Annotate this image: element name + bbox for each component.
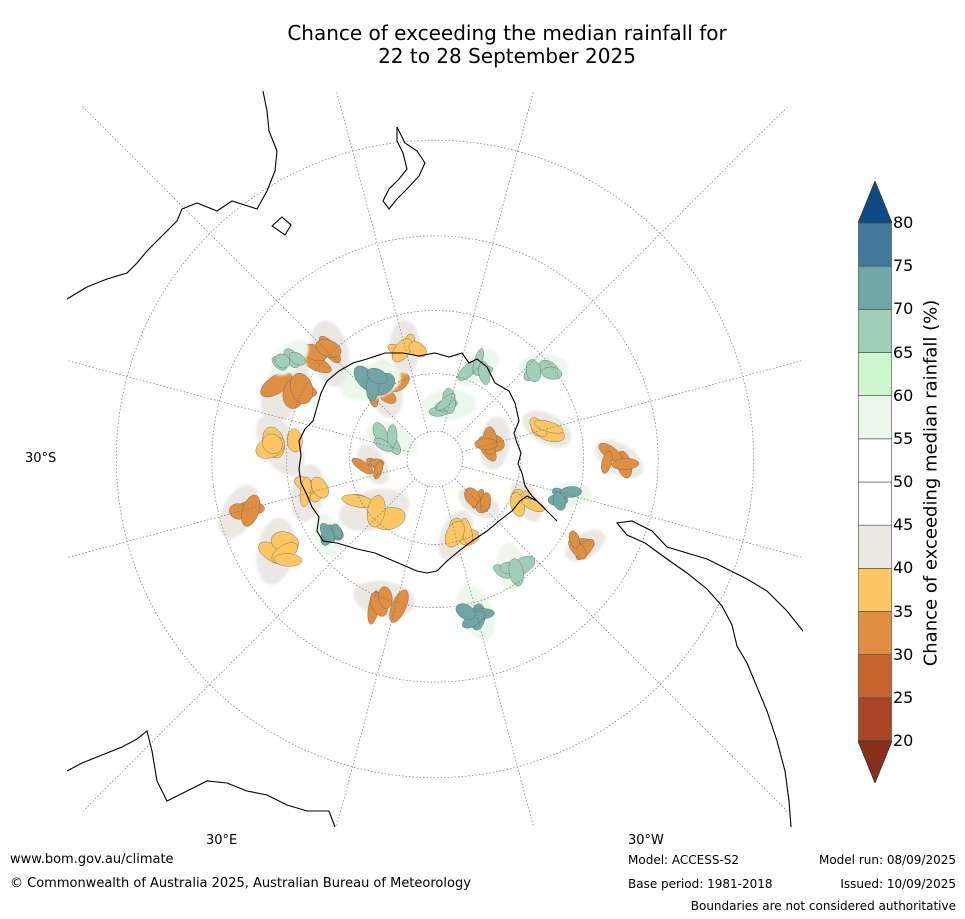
rainfall-patch [339, 363, 402, 402]
meridian-line [81, 478, 416, 813]
base-period: Base period: 1981-2018 [628, 877, 773, 891]
rainfall-patch [353, 580, 416, 625]
rainfall-patch [339, 488, 410, 532]
rainfall-patch [290, 464, 329, 522]
coastlines [67, 91, 803, 827]
colorbar-over-triangle [858, 181, 892, 224]
rainfall-patch [474, 416, 511, 470]
colorbar-tick-label: 75 [893, 256, 914, 276]
rainfall-patch [256, 517, 303, 585]
model-name: Model: ACCESS-S2 [628, 853, 740, 867]
longitude-label-30w: 30°W [628, 833, 664, 848]
title-line-1: Chance of exceeding the median rainfall … [287, 21, 727, 45]
rainfall-patch [519, 353, 569, 383]
colorbar-tick-label: 25 [893, 687, 914, 707]
latitude-circle [286, 310, 584, 608]
colorbar-bin [858, 352, 892, 396]
tasmania-coastline [271, 216, 292, 236]
colorbar-bin [858, 438, 892, 483]
colorbar-bins [858, 222, 892, 742]
model-run-date: Model run: 08/09/2025 [818, 853, 956, 867]
colorbar-bin [858, 481, 892, 526]
rainfall-patch [564, 529, 605, 562]
colorbar-bin [858, 309, 892, 353]
copyright-text: © Commonwealth of Australia 2025, Austra… [10, 876, 471, 891]
rainfall-patch [255, 415, 305, 476]
colorbar-bin [858, 524, 892, 569]
colorbar-tick-label: 45 [893, 515, 914, 535]
rainfall-patch [493, 542, 536, 592]
colorbar-tick-label: 40 [893, 558, 914, 578]
latitude-circle [211, 235, 659, 683]
title-line-2: 22 to 28 September 2025 [378, 44, 636, 68]
new-zealand-coastline [382, 126, 426, 210]
colorbar-tick-label: 20 [893, 731, 914, 750]
rainfall-patch [594, 439, 644, 479]
polar-map [67, 91, 803, 827]
australia-coastline [67, 91, 278, 300]
colorbar-tick-label: 80 [893, 213, 914, 232]
antarctica-coastline [298, 352, 558, 574]
meridian-line [81, 105, 416, 440]
rainfall-patch [271, 339, 309, 376]
latitude-circle [406, 430, 464, 488]
colorbar-bin [858, 697, 892, 742]
colorbar-tick-label: 30 [893, 644, 914, 664]
rainfall-patch [546, 482, 592, 511]
colorbar-tick-label: 70 [893, 299, 914, 319]
rainfall-patch [351, 444, 390, 485]
colorbar-bin [858, 568, 892, 612]
rainfall-patch [455, 348, 500, 386]
rainfall-probability-patches [218, 320, 644, 641]
meridian-line [461, 360, 803, 453]
colorbar-bin [858, 611, 892, 655]
issued-date: Issued: 10/09/2025 [840, 877, 956, 891]
colorbar-tick-label: 65 [893, 342, 914, 362]
boundaries-disclaimer: Boundaries are not considered authoritat… [690, 899, 956, 913]
africa-coastline [67, 730, 336, 827]
colorbar-under-triangle [858, 740, 892, 783]
latitude-circle [349, 373, 521, 545]
colorbar-tick-label: 50 [893, 472, 914, 491]
map-title: Chance of exceeding the median rainfall … [0, 22, 965, 68]
colorbar-bin [858, 222, 892, 267]
website-link[interactable]: www.bom.gov.au/climate [10, 852, 174, 867]
colorbar-bin [858, 654, 892, 699]
rainfall-patch [218, 484, 265, 539]
colorbar-tick-label: 35 [893, 601, 914, 621]
rainfall-patch [458, 487, 500, 519]
latitude-label-30s: 30°S [25, 451, 57, 466]
colorbar-title: Chance of exceeding median rainfall (%) [920, 299, 942, 667]
colorbar-tick-label: 60 [893, 385, 914, 405]
colorbar-bin [858, 265, 892, 310]
colorbar [858, 181, 892, 783]
rainfall-patch [455, 584, 496, 641]
longitude-label-30e: 30°E [206, 833, 238, 848]
colorbar-tick-label: 55 [893, 428, 914, 448]
rainfall-patch [260, 355, 317, 423]
south-america-coastline [615, 520, 803, 827]
colorbar-bin [858, 395, 892, 440]
rainfall-patch [509, 481, 545, 522]
latitude-circle [115, 139, 755, 779]
rainfall-patch [313, 512, 344, 557]
polar-map-canvas [67, 91, 803, 827]
graticule [67, 91, 803, 827]
